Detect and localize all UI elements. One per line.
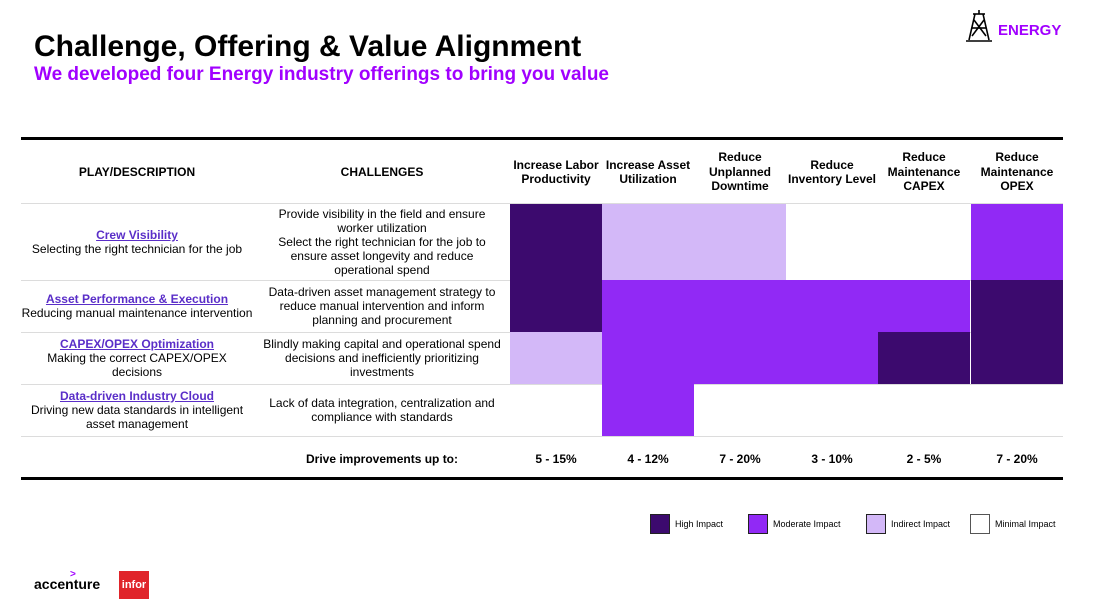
infor-logo: infor [119, 571, 149, 599]
drive-value: 4 - 12% [627, 452, 669, 466]
header-metric: Reduce Maintenance OPEX [980, 150, 1054, 194]
page-subtitle: We developed four Energy industry offeri… [34, 64, 610, 85]
legend-swatch [970, 514, 990, 534]
impact-cell-high [878, 332, 970, 384]
play-name-link[interactable]: CAPEX/OPEX Optimization [59, 337, 215, 351]
play-description: Reducing manual maintenance intervention [21, 306, 253, 320]
play-description: Driving new data standards in intelligen… [30, 403, 244, 431]
challenge-cell: Lack of data integration, centralization… [269, 396, 495, 424]
play-name-link[interactable]: Data-driven Industry Cloud [59, 389, 214, 403]
play-name-link[interactable]: Asset Performance & Execution [45, 292, 229, 306]
impact-cell-moderate [971, 204, 1063, 280]
legend-item-high: High Impact [650, 513, 723, 535]
legend-swatch [866, 514, 886, 534]
legend-swatch [650, 514, 670, 534]
drive-value: 7 - 20% [996, 452, 1038, 466]
accenture-logo: accenture [34, 576, 101, 592]
impact-cell-moderate [878, 280, 970, 332]
energy-brand: ENERGY [962, 8, 1072, 48]
impact-cell-indirect [694, 204, 786, 280]
legend-swatch [748, 514, 768, 534]
header-metric: Reduce Unplanned Downtime [709, 150, 771, 194]
drive-value: 2 - 5% [906, 452, 942, 466]
impact-cell-indirect [510, 332, 602, 384]
impact-cell-moderate [602, 332, 694, 384]
impact-cell-high [971, 280, 1063, 332]
play-description: Making the correct CAPEX/OPEX decisions [47, 351, 227, 379]
play-cell: Asset Performance & Execution Reducing ma… [21, 280, 253, 332]
challenge-cell: Data-driven asset management strategy to… [268, 285, 496, 327]
legend-label: Moderate Impact [773, 519, 841, 529]
drive-label: Drive improvements up to: [305, 452, 459, 466]
header-metric: Reduce Inventory Level [787, 157, 877, 187]
header-metric: Increase Labor Productivity [513, 157, 599, 187]
impact-cell-moderate [602, 280, 694, 332]
challenge-cell: Provide visibility in the field and ensu… [278, 207, 486, 277]
drive-value: 3 - 10% [811, 452, 853, 466]
play-description: Selecting the right technician for the j… [31, 242, 243, 256]
drive-value: 7 - 20% [719, 452, 761, 466]
page-title: Challenge, Offering & Value Alignment [34, 30, 582, 63]
legend-item-indirect: Indirect Impact [866, 513, 950, 535]
header-metric: Reduce Maintenance CAPEX [887, 150, 961, 194]
legend-label: High Impact [675, 519, 724, 529]
table-top-rule [21, 137, 1063, 140]
play-cell: Crew Visibility Selecting the right techn… [21, 204, 253, 280]
brand-label: ENERGY [998, 22, 1062, 39]
impact-cell-moderate [786, 332, 878, 384]
drive-value: 5 - 15% [535, 452, 577, 466]
header-challenges: CHALLENGES [340, 164, 424, 179]
challenge-cell: Blindly making capital and operational s… [263, 337, 501, 379]
impact-cell-high [510, 280, 602, 332]
play-cell: CAPEX/OPEX Optimization Making the correc… [21, 332, 253, 384]
impact-cell-moderate [694, 280, 786, 332]
impact-cell-high [971, 332, 1063, 384]
play-name-link[interactable]: Crew Visibility [96, 228, 178, 242]
legend-label: Minimal Impact [995, 519, 1056, 529]
play-cell: Data-driven Industry Cloud Driving new da… [21, 384, 253, 436]
table-bottom-rule [21, 477, 1063, 480]
legend-item-minimal: Minimal Impact [970, 513, 1056, 535]
impact-cell-indirect [602, 204, 694, 280]
impact-cell-moderate [694, 332, 786, 384]
legend-label: Indirect Impact [891, 519, 951, 529]
header-separator [21, 203, 1063, 204]
header-play: PLAY/DESCRIPTION [78, 164, 196, 179]
oil-rig-icon [966, 10, 992, 42]
accenture-mark-icon: > [70, 569, 76, 580]
impact-cell-moderate [602, 384, 694, 436]
row-separator [21, 384, 1063, 385]
legend-item-moderate: Moderate Impact [748, 513, 841, 535]
header-metric: Increase Asset Utilization [605, 157, 691, 187]
impact-cell-moderate [786, 280, 878, 332]
impact-cell-high [510, 204, 602, 280]
row-separator [21, 436, 1063, 437]
